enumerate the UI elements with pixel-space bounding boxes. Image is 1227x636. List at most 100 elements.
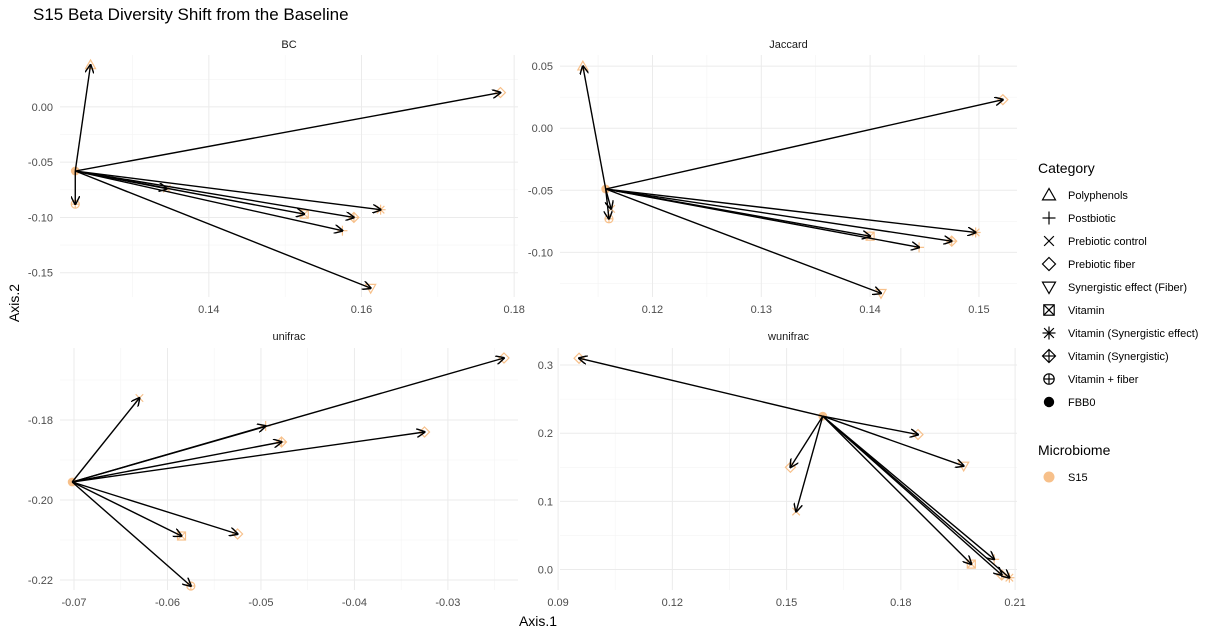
shift-arrow <box>75 170 304 214</box>
x-tick-label: 0.16 <box>351 304 372 316</box>
shift-arrow <box>75 93 500 172</box>
shift-arrow <box>822 415 1010 578</box>
x-tick-label: 0.12 <box>662 597 683 609</box>
y-tick-label: -0.22 <box>28 575 53 587</box>
legend-item-label: S15 <box>1068 472 1088 484</box>
y-axis-title: Axis.2 <box>6 284 22 322</box>
panels: BC0.14 0.16 0.18-0.15-0.10-0.050.00Jaccard… <box>28 39 1026 609</box>
panel-strip-label: unifrac <box>272 331 306 343</box>
shift-arrow <box>75 170 342 231</box>
x-tick-label: 0.18 <box>503 304 524 316</box>
x-tick-label: 0.14 <box>859 304 880 316</box>
x-tick-label: 0.12 <box>642 304 663 316</box>
legend-item-label: FBB0 <box>1068 397 1096 409</box>
x-tick-label: 0.15 <box>968 304 989 316</box>
shift-arrow <box>71 481 181 536</box>
legend-item-label: Prebiotic fiber <box>1068 259 1136 271</box>
y-tick-label: -0.10 <box>528 247 553 259</box>
legend-item-label: Prebiotic control <box>1068 236 1147 248</box>
data-point-triangle-down <box>364 283 377 295</box>
shift-arrow <box>796 415 824 511</box>
shift-arrow <box>822 415 972 564</box>
x-tick-label: 0.18 <box>890 597 911 609</box>
data-point-cross <box>791 507 801 516</box>
legend-item-label: Vitamin (Synergistic effect) <box>1068 328 1198 340</box>
legend-key-triangle-up <box>1041 187 1057 201</box>
panel-strip-label: Jaccard <box>769 39 808 51</box>
shift-arrow <box>74 65 90 172</box>
legend-item-label: Postbiotic <box>1068 213 1116 225</box>
legend: Category Polyphenols Postbiotic Prebiotic c… <box>1038 160 1198 484</box>
chart-title: S15 Beta Diversity Shift from the Baseli… <box>33 5 349 24</box>
y-tick-label: -0.18 <box>28 415 53 427</box>
legend-key-circle-plus <box>1043 373 1055 385</box>
y-tick-label: 0.1 <box>538 496 553 508</box>
x-tick-label: 0.13 <box>751 304 772 316</box>
panel-wunifrac: wunifrac 0.09 0.12 0.15 0.18 0.21 0.0 0.1 0.2 0.3 <box>538 331 1026 609</box>
shift-arrow <box>605 188 881 293</box>
legend-key-cross <box>1043 235 1055 247</box>
legend-item-label: Vitamin (Synergistic) <box>1068 351 1169 363</box>
legend-item-label: Synergistic effect (Fiber) <box>1068 282 1187 294</box>
shift-arrow <box>790 415 824 467</box>
shift-arrow <box>75 170 354 217</box>
panel-strip-label: wunifrac <box>767 331 809 343</box>
legend-item-label: Vitamin <box>1068 305 1104 317</box>
panel-bc: BC 0.14 0.16 0.18 -0.15 -0.10 -0.05 0.00 <box>28 39 525 316</box>
data-point-triangle-down <box>957 461 970 473</box>
x-tick-label: 0.21 <box>1004 597 1025 609</box>
y-tick-label: 0.05 <box>532 61 553 73</box>
legend-item-label: Vitamin + fiber <box>1068 374 1139 386</box>
legend-key-triangle-down <box>1041 281 1057 295</box>
x-tick-label: -0.03 <box>435 597 460 609</box>
y-tick-label: -0.10 <box>28 212 53 224</box>
shift-arrow <box>583 66 607 190</box>
shift-arrow <box>71 481 237 534</box>
y-tick-label: -0.20 <box>28 495 53 507</box>
y-tick-label: -0.05 <box>28 157 53 169</box>
panel-jaccard: Jaccard 0.12 0.13 0.14 0.15 -0.10 -0.05 0.00 0.0… <box>528 39 1017 316</box>
shift-arrow <box>72 432 424 483</box>
shift-arrow <box>822 415 918 434</box>
legend-category-title: Category <box>1038 160 1095 176</box>
shift-arrow <box>605 188 919 247</box>
x-tick-label: -0.07 <box>61 597 86 609</box>
legend-key-diamond-plus <box>1041 348 1057 364</box>
x-axis-title: Axis.1 <box>519 613 557 629</box>
x-tick-label: 0.14 <box>198 304 219 316</box>
shift-arrow <box>72 442 281 483</box>
x-tick-label: 0.09 <box>547 597 568 609</box>
shift-arrow <box>605 188 976 232</box>
legend-key-microbiome <box>1043 471 1055 483</box>
data-point-triangle-down <box>874 288 888 300</box>
shift-arrow <box>71 426 265 483</box>
shift-arrow <box>579 358 823 417</box>
shift-arrow <box>605 188 952 241</box>
y-tick-label: -0.05 <box>528 185 553 197</box>
y-tick-label: 0.2 <box>538 428 553 440</box>
legend-item-label: Polyphenols <box>1068 190 1128 202</box>
panel-unifrac: unifrac -0.07 -0.06 -0.05 -0.04 -0.03 -0.22 -0.… <box>28 331 518 609</box>
y-tick-label: 0.0 <box>538 565 553 577</box>
legend-key-filled-circle <box>1043 396 1055 408</box>
y-tick-label: 0.3 <box>538 360 553 372</box>
y-tick-label: 0.00 <box>532 123 553 135</box>
legend-key-asterisk <box>1042 326 1056 340</box>
y-tick-label: -0.15 <box>28 268 53 280</box>
x-tick-label: 0.15 <box>776 597 797 609</box>
shift-arrow <box>75 170 380 210</box>
shift-arrow <box>71 398 139 483</box>
legend-key-square-cross <box>1043 304 1055 316</box>
x-tick-label: -0.05 <box>248 597 273 609</box>
x-tick-label: -0.04 <box>342 597 367 609</box>
legend-key-diamond <box>1041 256 1057 272</box>
legend-key-plus <box>1042 211 1056 225</box>
shift-arrow <box>71 481 191 586</box>
legend-microbiome-title: Microbiome <box>1038 442 1111 458</box>
shift-arrow <box>605 100 1003 190</box>
shift-arrow <box>75 170 370 288</box>
x-tick-label: -0.06 <box>155 597 180 609</box>
panel-strip-label: BC <box>281 39 296 51</box>
shift-arrow <box>606 188 609 219</box>
